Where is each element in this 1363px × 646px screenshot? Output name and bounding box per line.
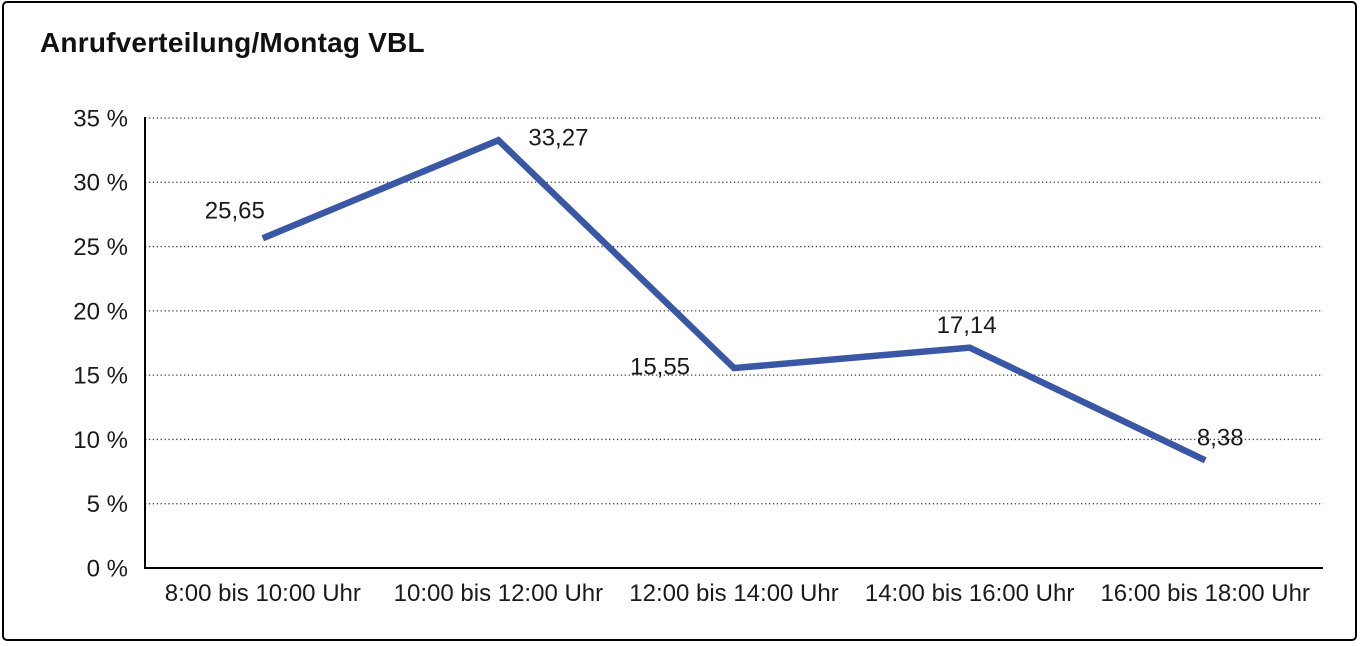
y-axis-tick-label: 25 % <box>73 234 128 261</box>
x-axis-category-label: 16:00 bis 18:00 Uhr <box>1100 580 1309 607</box>
y-axis-tick-label: 35 % <box>73 105 128 132</box>
chart-title: Anrufverteilung/Montag VBL <box>40 27 425 58</box>
data-point-label: 33,27 <box>528 125 588 152</box>
y-axis-tick-label: 5 % <box>87 491 128 518</box>
data-point-label: 8,38 <box>1197 425 1244 452</box>
y-axis-tick-label: 15 % <box>73 363 128 390</box>
y-axis-tick-label: 0 % <box>87 555 128 582</box>
x-axis-category-label: 8:00 bis 10:00 Uhr <box>165 580 361 607</box>
data-point-label: 17,14 <box>937 312 997 339</box>
x-axis-category-label: 12:00 bis 14:00 Uhr <box>629 580 838 607</box>
y-axis-tick-label: 20 % <box>73 298 128 325</box>
y-axis-tick-label: 30 % <box>73 170 128 197</box>
x-axis-category-label: 10:00 bis 12:00 Uhr <box>394 580 603 607</box>
y-axis-tick-label: 10 % <box>73 427 128 454</box>
x-axis-category-label: 14:00 bis 16:00 Uhr <box>865 580 1074 607</box>
series-line <box>261 136 1207 464</box>
data-point-label: 25,65 <box>205 198 265 225</box>
data-point-label: 15,55 <box>630 353 690 380</box>
